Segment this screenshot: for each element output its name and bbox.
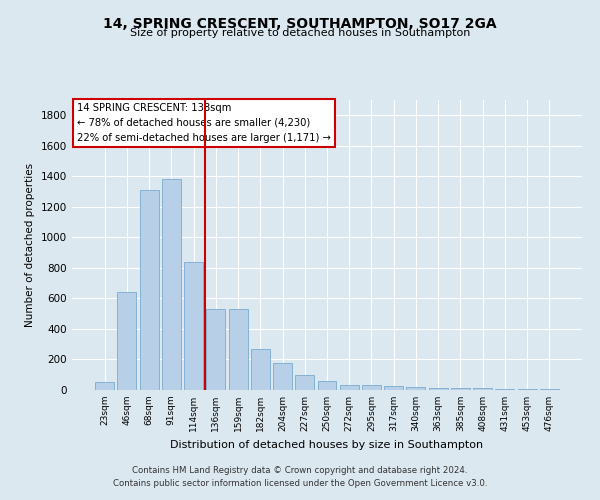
Bar bbox=[206, 309, 225, 390]
Text: 14 SPRING CRESCENT: 138sqm
← 78% of detached houses are smaller (4,230)
22% of s: 14 SPRING CRESCENT: 138sqm ← 78% of deta… bbox=[77, 103, 331, 142]
Bar bbox=[362, 386, 381, 390]
Y-axis label: Number of detached properties: Number of detached properties bbox=[25, 163, 35, 327]
Bar bbox=[406, 387, 425, 390]
Bar bbox=[317, 381, 337, 390]
Bar bbox=[451, 388, 470, 390]
Bar bbox=[540, 389, 559, 390]
Bar bbox=[384, 386, 403, 390]
Text: Size of property relative to detached houses in Southampton: Size of property relative to detached ho… bbox=[130, 28, 470, 38]
X-axis label: Distribution of detached houses by size in Southampton: Distribution of detached houses by size … bbox=[170, 440, 484, 450]
Bar bbox=[95, 382, 114, 390]
Bar bbox=[429, 388, 448, 390]
Text: 14, SPRING CRESCENT, SOUTHAMPTON, SO17 2GA: 14, SPRING CRESCENT, SOUTHAMPTON, SO17 2… bbox=[103, 18, 497, 32]
Text: Contains HM Land Registry data © Crown copyright and database right 2024.
Contai: Contains HM Land Registry data © Crown c… bbox=[113, 466, 487, 487]
Bar bbox=[518, 389, 536, 390]
Bar bbox=[295, 374, 314, 390]
Bar bbox=[340, 384, 359, 390]
Bar bbox=[273, 362, 292, 390]
Bar bbox=[251, 349, 270, 390]
Bar bbox=[496, 389, 514, 390]
Bar bbox=[184, 262, 203, 390]
Bar bbox=[473, 388, 492, 390]
Bar bbox=[118, 292, 136, 390]
Bar bbox=[229, 309, 248, 390]
Bar bbox=[162, 180, 181, 390]
Bar bbox=[140, 190, 158, 390]
